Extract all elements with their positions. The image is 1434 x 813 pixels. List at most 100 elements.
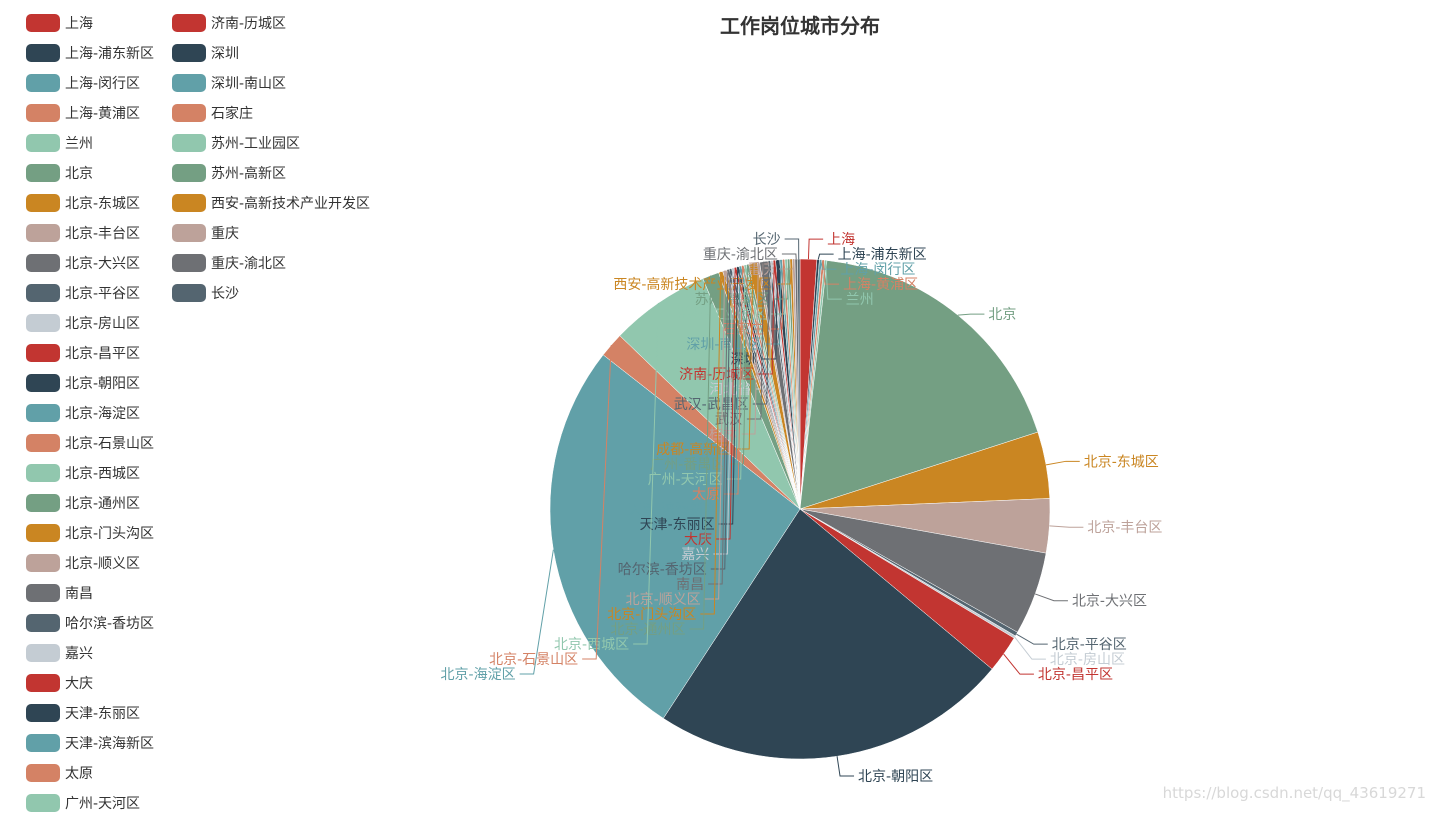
- label-leader-line: [770, 259, 787, 315]
- legend-item[interactable]: 北京-石景山区: [26, 433, 154, 453]
- legend-label: 上海-黄浦区: [65, 106, 141, 122]
- label-leader-line: [582, 345, 612, 660]
- label-leader-line: [820, 259, 837, 270]
- slice-label: 兰州: [846, 292, 874, 308]
- legend-swatch: [172, 164, 206, 182]
- legend-item[interactable]: 济南-历城区: [172, 13, 286, 33]
- legend-item[interactable]: 长沙: [172, 283, 239, 303]
- slice-label: 广州-天河区: [648, 472, 723, 488]
- legend-item[interactable]: 哈尔滨-香坊区: [26, 613, 154, 633]
- slice-label: 大庆: [684, 532, 712, 548]
- legend-item[interactable]: 苏州-工业园区: [172, 133, 300, 153]
- label-leader-line: [704, 270, 726, 600]
- slice-label: 苏州-工业园区: [678, 307, 767, 323]
- label-leader-line: [1016, 633, 1048, 645]
- legend-item[interactable]: 北京: [26, 163, 93, 183]
- legend-item[interactable]: 北京-通州区: [26, 493, 140, 513]
- legend-item[interactable]: 北京-昌平区: [26, 343, 140, 363]
- legend-item[interactable]: 上海-浦东新区: [26, 43, 154, 63]
- legend-swatch: [26, 374, 60, 392]
- legend-swatch: [26, 614, 60, 632]
- legend-item[interactable]: 嘉兴: [26, 643, 93, 663]
- label-leader-line: [708, 269, 729, 585]
- legend-item[interactable]: 苏州-高新区: [172, 163, 286, 183]
- pie-slice[interactable]: [663, 508, 993, 760]
- label-leader-line: [633, 302, 659, 645]
- legend-item[interactable]: 重庆: [172, 223, 239, 243]
- legend-item[interactable]: 深圳-南山区: [172, 73, 286, 93]
- label-leader-line: [761, 259, 779, 360]
- label-leader-line: [776, 259, 792, 285]
- legend-item[interactable]: 广州-天河区: [26, 793, 140, 813]
- legend-label: 北京-通州区: [65, 496, 141, 512]
- pie-slice[interactable]: [797, 258, 801, 510]
- legend-swatch: [26, 704, 60, 722]
- slice-label: 成都-高新区: [656, 441, 731, 458]
- legend-item[interactable]: 兰州: [26, 133, 93, 153]
- legend-item[interactable]: 上海: [26, 13, 93, 33]
- legend-swatch: [26, 194, 60, 212]
- legend-item[interactable]: 北京-平谷区: [26, 283, 140, 303]
- slice-label: 广州-番禺区: [650, 457, 725, 473]
- legend-item[interactable]: 大庆: [26, 673, 93, 693]
- legend-item[interactable]: 北京-东城区: [26, 193, 140, 213]
- slice-label: 北京: [988, 307, 1016, 323]
- legend-item[interactable]: 西安-高新技术产业开发区: [172, 193, 370, 213]
- legend-label: 北京-西城区: [65, 466, 141, 482]
- slice-label: 北京-朝阳区: [858, 769, 933, 785]
- legend-item[interactable]: 北京-西城区: [26, 463, 140, 483]
- legend-swatch: [26, 794, 60, 812]
- legend-item[interactable]: 北京-顺义区: [26, 553, 140, 573]
- legend-item[interactable]: 重庆-渝北区: [172, 253, 286, 273]
- legend-label: 深圳-南山区: [211, 76, 287, 92]
- legend-label: 广州-天河区: [65, 796, 141, 812]
- legend-item[interactable]: 天津-东丽区: [26, 703, 140, 723]
- legend-item[interactable]: 上海-黄浦区: [26, 103, 140, 123]
- legend-swatch: [26, 644, 60, 662]
- legend-label: 西安-高新技术产业开发区: [211, 196, 371, 212]
- legend-item[interactable]: 北京-丰台区: [26, 223, 140, 243]
- slice-label: 北京-丰台区: [1087, 520, 1162, 536]
- legend-item[interactable]: 北京-房山区: [26, 313, 140, 333]
- label-leader-line: [700, 271, 722, 615]
- label-leader-line: [817, 253, 834, 260]
- legend-label: 苏州-工业园区: [211, 136, 301, 152]
- legend-swatch: [26, 134, 60, 152]
- watermark: https://blog.csdn.net/qq_43619271: [1162, 784, 1426, 802]
- legend-label: 北京-房山区: [65, 316, 141, 332]
- slice-label: 重庆: [747, 262, 775, 278]
- legend-item[interactable]: 天津-滨海新区: [26, 733, 154, 753]
- legend-item[interactable]: 南昌: [26, 583, 93, 603]
- legend-label: 北京-朝阳区: [65, 376, 141, 392]
- legend-label: 北京-大兴区: [65, 256, 141, 272]
- legend-item[interactable]: 北京-朝阳区: [26, 373, 140, 393]
- slice-label: 重庆-渝北区: [703, 247, 778, 263]
- legend-label: 天津-东丽区: [65, 706, 141, 722]
- label-leader-line: [836, 756, 855, 777]
- legend-item[interactable]: 石家庄: [172, 103, 253, 123]
- label-leader-line: [1003, 653, 1034, 675]
- legend-label: 北京-昌平区: [65, 346, 141, 362]
- slice-label: 嘉兴: [681, 547, 709, 563]
- legend-item[interactable]: 太原: [26, 763, 93, 783]
- legend-item[interactable]: 深圳: [172, 43, 239, 63]
- legend-label: 北京-顺义区: [65, 556, 141, 572]
- slice-label: 长沙: [753, 232, 781, 248]
- slice-label: 武汉: [715, 412, 743, 428]
- slice-label: 北京-东城区: [1084, 454, 1159, 470]
- label-leader-line: [773, 259, 790, 300]
- slice-label: 上海: [827, 232, 855, 248]
- slice-label: 上海-浦东新区: [838, 247, 927, 263]
- legend-item[interactable]: 北京-海淀区: [26, 403, 140, 423]
- slice-label: 上海-闵行区: [840, 262, 915, 278]
- legend-label: 北京-东城区: [65, 196, 141, 212]
- legend-swatch: [172, 74, 206, 92]
- legend-item[interactable]: 北京-大兴区: [26, 253, 140, 273]
- slice-label: 北京-石景山区: [489, 652, 578, 668]
- legend-swatch: [172, 284, 206, 302]
- pie-slice[interactable]: [549, 354, 801, 719]
- slice-label: 天津-东丽区: [640, 517, 715, 533]
- legend-item[interactable]: 北京-门头沟区: [26, 523, 154, 543]
- legend-item[interactable]: 上海-闵行区: [26, 73, 140, 93]
- legend-label: 北京-海淀区: [65, 406, 141, 422]
